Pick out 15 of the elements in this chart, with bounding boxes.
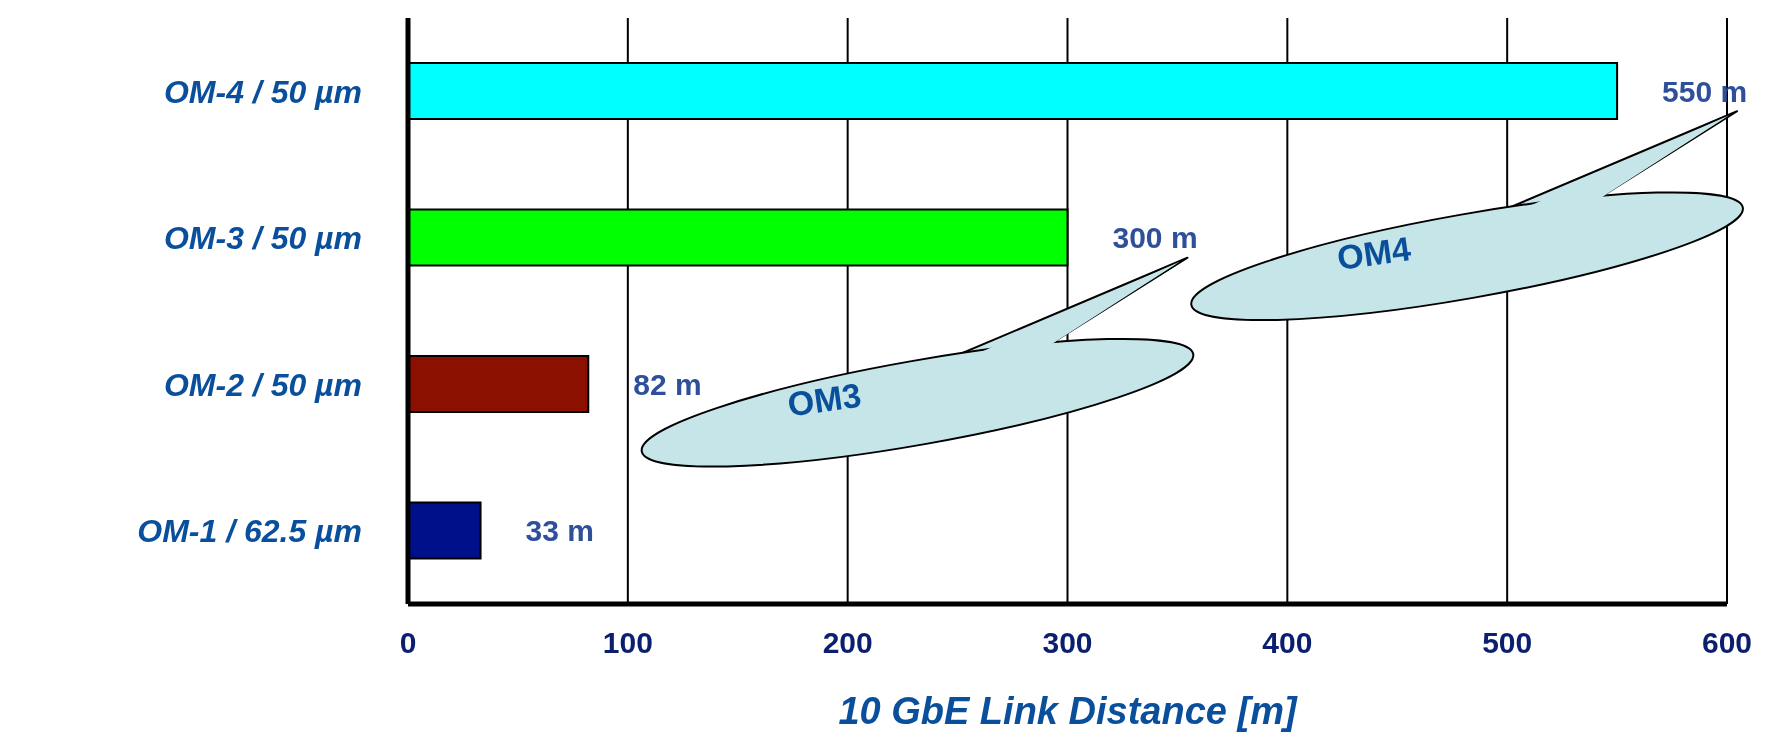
- x-tick-label: 100: [602, 626, 653, 660]
- y-tick-label: OM-1 / 62.5 µm: [137, 513, 362, 550]
- x-tick-label: 400: [1262, 626, 1313, 660]
- x-axis-title: 10 GbE Link Distance [m]: [838, 690, 1298, 732]
- x-tick-label: 0: [399, 626, 417, 660]
- x-tick-label: 500: [1482, 626, 1533, 660]
- x-tick-label: 300: [1042, 626, 1093, 660]
- y-tick-label: OM-4 / 50 µm: [163, 73, 362, 110]
- x-tick-label: 200: [822, 626, 873, 660]
- annotation: OM3: [785, 375, 864, 424]
- y-tick-label: OM-2 / 50 µm: [163, 366, 362, 403]
- data-label: 33 m: [525, 514, 594, 548]
- annotation: OM4: [1334, 229, 1414, 278]
- y-tick-label: OM-3 / 50 µm: [163, 220, 362, 257]
- x-tick-label: 600: [1701, 626, 1753, 660]
